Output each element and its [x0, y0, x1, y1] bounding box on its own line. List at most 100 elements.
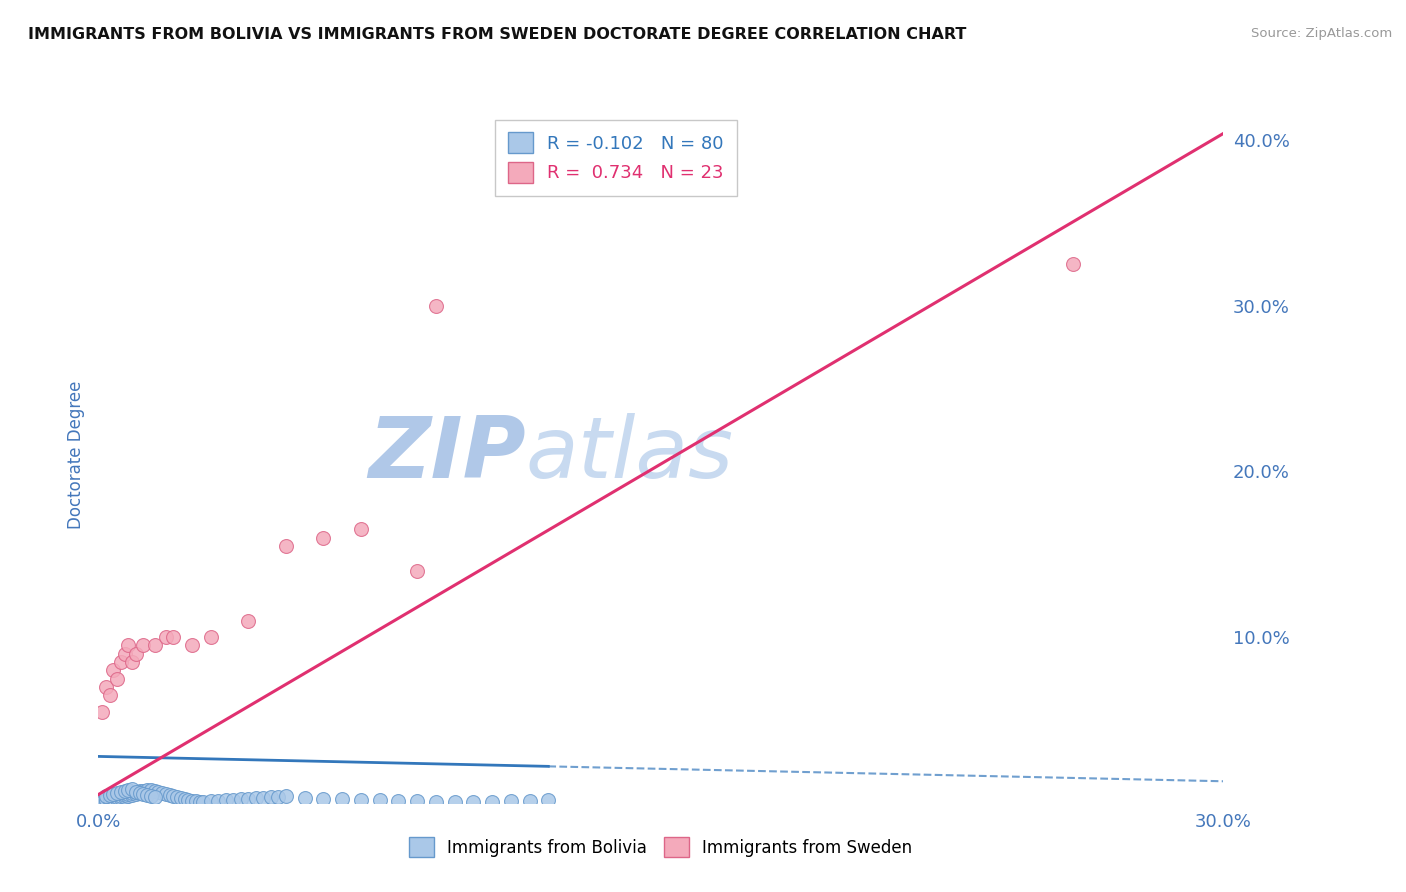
- Point: [200, 794, 222, 808]
- Point: [128, 786, 150, 800]
- Text: atlas: atlas: [526, 413, 734, 497]
- Point: [222, 793, 245, 807]
- Point: [260, 790, 283, 805]
- Point: [188, 795, 211, 809]
- Point: [463, 795, 485, 809]
- Point: [162, 789, 184, 803]
- Point: [170, 790, 193, 805]
- Point: [121, 782, 143, 797]
- Point: [110, 789, 132, 803]
- Point: [117, 787, 139, 801]
- Point: [121, 655, 143, 669]
- Point: [98, 792, 121, 806]
- Point: [173, 792, 195, 806]
- Point: [245, 791, 267, 805]
- Point: [103, 790, 125, 805]
- Point: [155, 787, 177, 801]
- Point: [128, 784, 150, 798]
- Point: [443, 795, 465, 809]
- Point: [312, 531, 335, 545]
- Point: [312, 792, 335, 806]
- Point: [184, 794, 207, 808]
- Point: [481, 795, 503, 809]
- Text: IMMIGRANTS FROM BOLIVIA VS IMMIGRANTS FROM SWEDEN DOCTORATE DEGREE CORRELATION C: IMMIGRANTS FROM BOLIVIA VS IMMIGRANTS FR…: [28, 27, 966, 42]
- Point: [537, 793, 560, 807]
- Point: [267, 789, 290, 804]
- Point: [387, 794, 409, 808]
- Point: [499, 794, 522, 808]
- Point: [132, 784, 155, 798]
- Point: [155, 630, 177, 644]
- Point: [103, 663, 125, 677]
- Point: [98, 794, 121, 808]
- Point: [294, 790, 316, 805]
- Point: [406, 564, 429, 578]
- Y-axis label: Doctorate Degree: Doctorate Degree: [66, 381, 84, 529]
- Point: [125, 785, 148, 799]
- Point: [121, 789, 143, 803]
- Point: [181, 794, 204, 808]
- Point: [125, 785, 148, 799]
- Point: [406, 794, 429, 808]
- Point: [519, 794, 541, 808]
- Point: [98, 688, 121, 702]
- Point: [181, 639, 204, 653]
- Point: [425, 299, 447, 313]
- Point: [110, 791, 132, 805]
- Point: [136, 785, 159, 799]
- Point: [114, 647, 136, 661]
- Point: [132, 639, 155, 653]
- Point: [207, 794, 229, 808]
- Point: [103, 788, 125, 802]
- Point: [103, 793, 125, 807]
- Point: [330, 792, 353, 806]
- Point: [114, 788, 136, 802]
- Point: [238, 614, 260, 628]
- Point: [117, 783, 139, 797]
- Point: [110, 655, 132, 669]
- Point: [132, 788, 155, 802]
- Point: [105, 672, 128, 686]
- Point: [110, 785, 132, 799]
- Point: [94, 680, 117, 694]
- Point: [125, 788, 148, 802]
- Point: [425, 795, 447, 809]
- Point: [136, 783, 159, 797]
- Point: [159, 788, 181, 802]
- Point: [117, 789, 139, 804]
- Point: [274, 539, 297, 553]
- Point: [148, 785, 170, 799]
- Point: [132, 785, 155, 799]
- Point: [1062, 257, 1084, 271]
- Point: [350, 793, 373, 807]
- Point: [114, 790, 136, 805]
- Point: [105, 789, 128, 804]
- Point: [125, 647, 148, 661]
- Point: [229, 792, 252, 806]
- Point: [193, 795, 215, 809]
- Legend: Immigrants from Bolivia, Immigrants from Sweden: Immigrants from Bolivia, Immigrants from…: [402, 830, 920, 864]
- Point: [114, 784, 136, 798]
- Point: [150, 786, 173, 800]
- Text: Source: ZipAtlas.com: Source: ZipAtlas.com: [1251, 27, 1392, 40]
- Point: [98, 789, 121, 803]
- Point: [143, 639, 166, 653]
- Point: [139, 789, 162, 804]
- Point: [166, 789, 188, 804]
- Point: [274, 789, 297, 804]
- Point: [143, 784, 166, 798]
- Point: [94, 789, 117, 803]
- Point: [94, 794, 117, 808]
- Text: ZIP: ZIP: [368, 413, 526, 497]
- Point: [91, 795, 114, 809]
- Point: [139, 783, 162, 797]
- Point: [200, 630, 222, 644]
- Point: [105, 786, 128, 800]
- Point: [143, 790, 166, 805]
- Point: [252, 790, 274, 805]
- Point: [139, 784, 162, 798]
- Point: [136, 789, 159, 803]
- Point: [238, 792, 260, 806]
- Point: [368, 793, 391, 807]
- Point: [91, 705, 114, 719]
